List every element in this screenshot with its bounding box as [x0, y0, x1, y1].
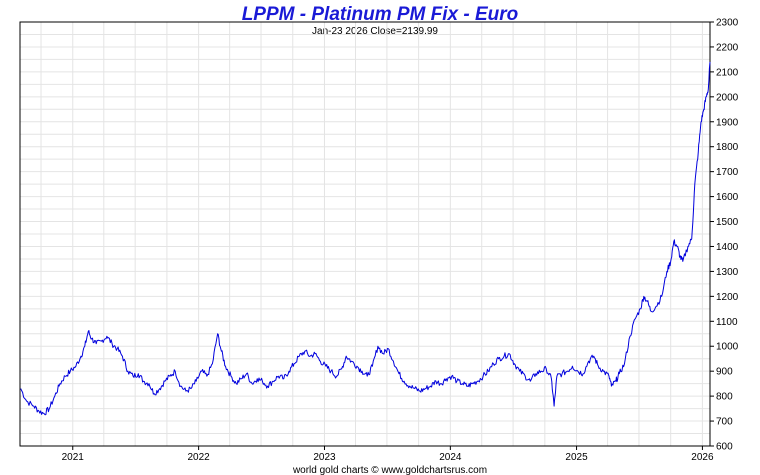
- y-tick-label: 2000: [716, 92, 739, 103]
- chart-title: LPPM - Platinum PM Fix - Euro: [242, 4, 519, 25]
- gridlines: [20, 21, 710, 447]
- x-tick-label: 2025: [565, 452, 588, 463]
- plot-frame: [19, 21, 711, 447]
- y-tick-label: 1500: [716, 217, 739, 228]
- price-series-line: [20, 61, 711, 416]
- y-tick-label: 2300: [716, 18, 739, 29]
- y-tick-label: 1100: [716, 317, 738, 328]
- x-tick-label: 2023: [313, 452, 336, 463]
- x-tick-label: 2024: [439, 452, 462, 463]
- y-tick-label: 2100: [716, 67, 739, 78]
- y-axis: 600 700 800 900 1000 1100 1200 1300 1400 1500 1600…: [710, 18, 739, 453]
- y-tick-label: 800: [716, 392, 733, 403]
- x-axis: 2021 2022 2023 2024 2025 2026: [62, 446, 714, 463]
- x-tick-label: 2026: [691, 452, 714, 463]
- y-tick-label: 2200: [716, 42, 739, 53]
- y-tick-label: 1300: [716, 267, 739, 278]
- y-tick-label: 1200: [716, 292, 739, 303]
- x-tick-label: 2021: [62, 452, 85, 463]
- x-tick-label: 2022: [187, 452, 210, 463]
- y-tick-label: 1800: [716, 142, 739, 153]
- y-tick-label: 900: [716, 367, 733, 378]
- y-tick-label: 1900: [716, 117, 739, 128]
- y-tick-label: 1400: [716, 242, 739, 253]
- y-tick-label: 1000: [716, 342, 739, 353]
- chart-credit: world gold charts © www.goldchartsrus.co…: [292, 465, 487, 475]
- chart-subtitle: Jan-23 2026 Close=2139.99: [312, 26, 438, 37]
- y-tick-label: 600: [716, 442, 733, 453]
- y-tick-label: 1600: [716, 192, 739, 203]
- y-tick-label: 700: [716, 417, 733, 428]
- y-tick-label: 1700: [716, 167, 739, 178]
